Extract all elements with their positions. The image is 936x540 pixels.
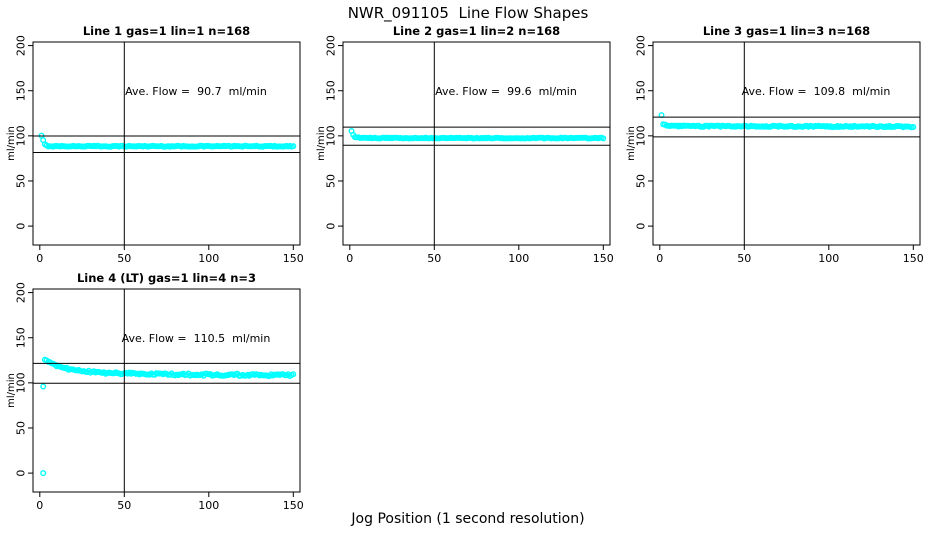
panel-title: Line 3 gas=1 lin=3 n=168 xyxy=(703,24,870,38)
panel-line-4: 0 50 100 150 0 50 100 150 200 ml/min Line 4 (LT) g… xyxy=(5,269,315,519)
y-tick-label: 150 xyxy=(15,327,28,348)
x-tick-label: 50 xyxy=(737,252,751,265)
panel-title: Line 4 (LT) gas=1 lin=4 n=3 xyxy=(77,271,256,285)
y-axis-label: ml/min xyxy=(316,126,327,161)
panel-chart-1: 0 50 100 150 0 50 100 150 200 ml/min Line 1 gas=1 … xyxy=(6,24,304,265)
y-tick-label: 0 xyxy=(15,470,28,477)
y-axis: 0 50 100 150 200 xyxy=(325,35,343,230)
x-tick-label: 100 xyxy=(198,252,219,265)
x-tick-label: 0 xyxy=(36,252,43,265)
y-axis: 0 50 100 150 200 xyxy=(15,282,33,477)
panel-title: Line 2 gas=1 lin=2 n=168 xyxy=(393,24,560,38)
x-tick-label: 100 xyxy=(508,252,529,265)
data-point xyxy=(290,371,297,378)
data-points xyxy=(348,127,607,142)
x-tick-label: 100 xyxy=(818,252,839,265)
figure-x-label: Jog Position (1 second resolution) xyxy=(351,511,585,527)
data-point xyxy=(290,143,297,150)
figure-title: NWR_091105 Line Flow Shapes xyxy=(347,4,589,22)
x-axis: 0 50 100 150 xyxy=(656,245,924,265)
plot-frame xyxy=(652,41,921,246)
x-tick-label: 0 xyxy=(36,499,43,512)
y-tick-label: 200 xyxy=(325,35,338,56)
y-tick-label: 100 xyxy=(325,125,338,146)
reference-lines xyxy=(33,42,300,245)
y-tick-label: 200 xyxy=(635,35,648,56)
panel-line-1: 0 50 100 150 0 50 100 150 200 ml/min Line 1 gas=1 … xyxy=(5,22,315,272)
y-tick-label: 100 xyxy=(15,125,28,146)
y-tick-label: 50 xyxy=(15,174,28,188)
x-axis: 0 50 100 150 xyxy=(36,245,304,265)
panel-line-2: 0 50 100 150 0 50 100 150 200 ml/min Line 2 gas=1 … xyxy=(315,22,625,272)
y-axis-label: ml/min xyxy=(626,126,637,161)
x-tick-label: 50 xyxy=(117,499,131,512)
avg-flow-annotation: Ave. Flow = 99.6 ml/min xyxy=(435,85,577,98)
x-tick-label: 0 xyxy=(656,252,663,265)
data-points xyxy=(40,356,297,477)
plot-frame xyxy=(32,41,301,246)
y-tick-label: 50 xyxy=(15,421,28,435)
outlier-point xyxy=(40,383,47,390)
plot-frame xyxy=(32,288,301,493)
x-tick-label: 0 xyxy=(346,252,353,265)
data-point xyxy=(600,135,607,142)
x-tick-label: 150 xyxy=(283,252,304,265)
y-tick-label: 0 xyxy=(325,223,338,230)
panel-title: Line 1 gas=1 lin=1 n=168 xyxy=(83,24,250,38)
y-tick-label: 50 xyxy=(635,174,648,188)
data-point xyxy=(910,123,917,130)
y-axis: 0 50 100 150 200 xyxy=(15,35,33,230)
x-axis: 0 50 100 150 xyxy=(346,245,614,265)
y-axis-label: ml/min xyxy=(6,126,17,161)
plot-frame xyxy=(342,41,611,246)
y-tick-label: 0 xyxy=(15,223,28,230)
y-tick-label: 150 xyxy=(325,80,338,101)
y-axis: 0 50 100 150 200 xyxy=(635,35,653,230)
avg-flow-annotation: Ave. Flow = 90.7 ml/min xyxy=(125,85,267,98)
x-tick-label: 50 xyxy=(427,252,441,265)
reference-lines xyxy=(653,42,920,245)
y-tick-label: 200 xyxy=(15,282,28,303)
outlier-point xyxy=(40,470,47,477)
data-points xyxy=(658,112,917,131)
y-tick-label: 0 xyxy=(635,223,648,230)
x-tick-label: 150 xyxy=(903,252,924,265)
y-tick-label: 150 xyxy=(635,80,648,101)
x-tick-label: 100 xyxy=(198,499,219,512)
x-tick-label: 150 xyxy=(593,252,614,265)
x-tick-label: 50 xyxy=(117,252,131,265)
y-axis-label: ml/min xyxy=(6,373,17,408)
reference-lines xyxy=(343,42,610,245)
y-tick-label: 150 xyxy=(15,80,28,101)
y-tick-label: 50 xyxy=(325,174,338,188)
x-tick-label: 150 xyxy=(283,499,304,512)
panel-chart-3: 0 50 100 150 0 50 100 150 200 ml/min Line 3 gas=1 … xyxy=(626,24,924,265)
avg-flow-annotation: Ave. Flow = 110.5 ml/min xyxy=(122,332,271,345)
panel-chart-2: 0 50 100 150 0 50 100 150 200 ml/min Line 2 gas=1 … xyxy=(316,24,614,265)
y-tick-label: 100 xyxy=(635,125,648,146)
reference-lines xyxy=(33,289,300,492)
avg-flow-annotation: Ave. Flow = 109.8 ml/min xyxy=(742,85,891,98)
x-axis: 0 50 100 150 xyxy=(36,492,304,512)
y-tick-label: 200 xyxy=(15,35,28,56)
panel-chart-4: 0 50 100 150 0 50 100 150 200 ml/min Line 4 (LT) g… xyxy=(6,271,304,512)
panel-line-3: 0 50 100 150 0 50 100 150 200 ml/min Line 3 gas=1 … xyxy=(625,22,935,272)
y-tick-label: 100 xyxy=(15,372,28,393)
